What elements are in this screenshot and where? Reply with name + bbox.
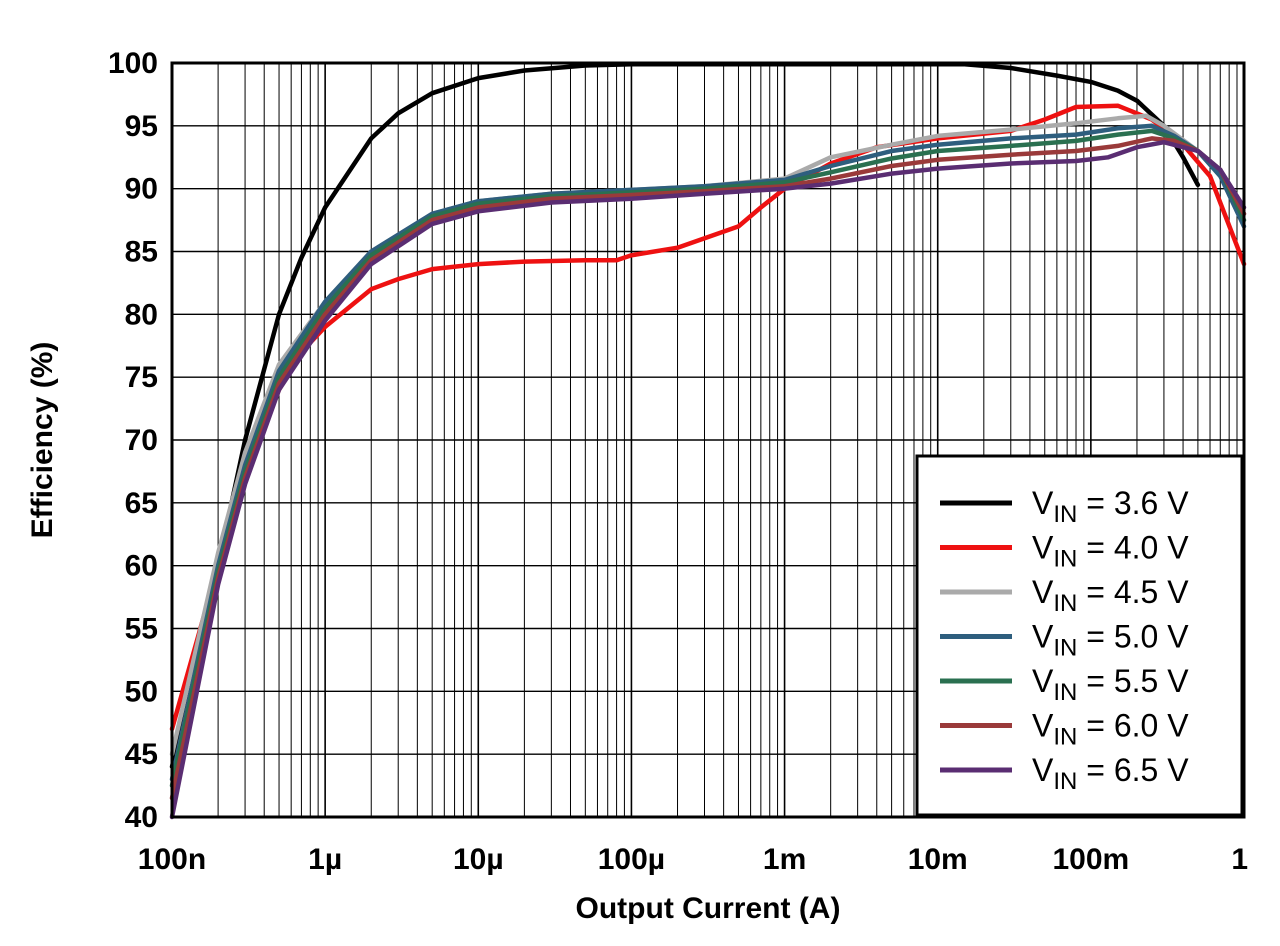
y-tick-label: 80 <box>125 298 158 331</box>
tick-labels: 40 45 50 55 60 65 70 75 80 85 90 95 100 100n 1µ 10µ 100µ… <box>108 47 1248 876</box>
x-axis-label: Output Current (A) <box>576 892 841 925</box>
x-tick-label: 1µ <box>308 843 342 876</box>
legend-label: VIN = 6.0 V <box>1032 708 1189 751</box>
x-tick-label: 10m <box>908 843 968 876</box>
legend-label: VIN = 4.0 V <box>1032 530 1189 573</box>
grid <box>171 62 1244 818</box>
x-tick-label: 100n <box>138 843 206 876</box>
y-tick-label: 85 <box>125 236 158 269</box>
x-tick-label: 10µ <box>453 843 504 876</box>
series-line-1 <box>169 62 1201 769</box>
legend-label: VIN = 6.5 V <box>1032 752 1189 795</box>
x-tick-label: 1 <box>1231 843 1248 876</box>
series-line-5 <box>169 128 1247 788</box>
x-tick-label: 100µ <box>598 843 665 876</box>
series-line-6 <box>169 136 1247 801</box>
series-layer <box>169 62 1247 820</box>
y-tick-label: 65 <box>125 487 158 520</box>
y-tick-label: 100 <box>108 47 158 80</box>
x-tick-label: 1m <box>763 843 806 876</box>
y-tick-label: 50 <box>125 675 158 708</box>
y-tick-label: 60 <box>125 550 158 583</box>
y-tick-label: 95 <box>125 110 158 143</box>
x-tick-label: 100m <box>1052 843 1129 876</box>
y-tick-label: 70 <box>125 424 158 457</box>
series-line-4 <box>169 123 1247 782</box>
series-line-7 <box>169 139 1247 820</box>
y-tick-label: 45 <box>125 738 158 771</box>
y-tick-label: 55 <box>125 613 158 646</box>
legend-label: VIN = 5.0 V <box>1032 619 1189 662</box>
y-tick-label: 90 <box>125 173 158 206</box>
legend-label: VIN = 4.5 V <box>1032 574 1189 617</box>
legend-label: VIN = 3.6 V <box>1032 485 1189 528</box>
y-axis-label: Efficiency (%) <box>26 342 59 539</box>
y-tick-label: 75 <box>125 361 158 394</box>
y-tick-label: 40 <box>125 801 158 834</box>
plot-frame <box>170 61 1246 819</box>
legend-label: VIN = 5.5 V <box>1032 663 1189 706</box>
